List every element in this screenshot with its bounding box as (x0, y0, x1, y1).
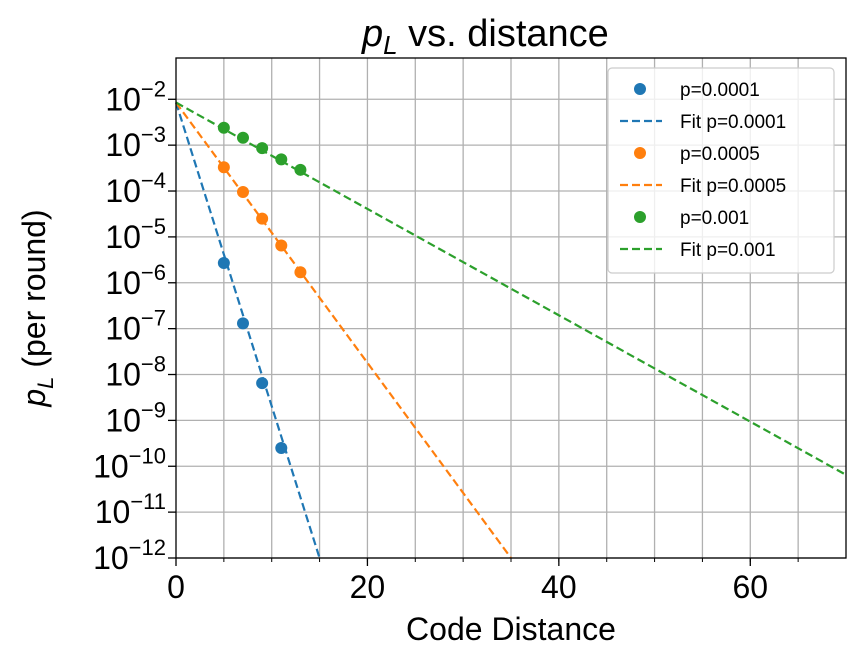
data-points (217, 121, 307, 455)
legend-label: Fit p=0.0001 (680, 112, 786, 133)
data-point-p=0.0001 (275, 442, 288, 455)
y-tick-label: 10−10 (93, 443, 166, 484)
title-p: p (361, 13, 383, 55)
y-tick-label: 10−4 (105, 168, 166, 209)
legend-box (607, 67, 835, 274)
data-point-p=0.001 (256, 142, 269, 155)
data-point-p=0.0005 (294, 266, 307, 279)
data-point-p=0.0001 (256, 377, 269, 390)
ylabel-subscript: L (33, 377, 58, 389)
legend-label: p=0.0001 (680, 80, 760, 101)
y-tick-label: 10−3 (105, 122, 166, 163)
legend-label: Fit p=0.0005 (680, 176, 786, 197)
data-point-p=0.001 (275, 153, 288, 166)
data-point-p=0.001 (237, 131, 249, 144)
data-point-p=0.0005 (237, 186, 249, 199)
x-axis-label: Code Distance (406, 611, 616, 647)
data-point-p=0.001 (217, 121, 230, 134)
ylabel-rest: (per round) (16, 209, 52, 376)
y-tick-label: 10−6 (105, 260, 166, 301)
data-point-p=0.001 (294, 163, 307, 176)
y-tick-label: 10−7 (105, 306, 166, 347)
x-tick-label: 0 (167, 569, 185, 605)
x-tick-label: 40 (541, 569, 577, 605)
y-tick-label: 10−9 (105, 397, 166, 438)
chart-title: pL vs. distance (361, 13, 609, 60)
fit-lines (174, 101, 847, 559)
x-ticks: 0 20 40 60 (167, 558, 799, 605)
fit-line-p=0.0005 (175, 101, 512, 559)
y-axis-label: pL (per round) (16, 209, 58, 407)
x-tick-label: 60 (732, 569, 768, 605)
title-rest: vs. distance (398, 13, 609, 55)
data-point-p=0.0005 (217, 161, 230, 174)
legend-marker (634, 83, 646, 95)
y-tick-label: 10−12 (93, 535, 166, 576)
ylabel-p: p (16, 389, 52, 408)
legend-marker (634, 147, 646, 159)
data-point-p=0.0005 (275, 239, 288, 252)
title-subscript: L (383, 30, 397, 60)
x-tick-label: 20 (350, 569, 386, 605)
legend-label: Fit p=0.001 (680, 240, 776, 261)
legend-label: p=0.0005 (680, 144, 760, 165)
fit-line-p=0.0001 (174, 102, 321, 559)
data-point-p=0.0005 (256, 212, 269, 225)
y-tick-label: 10−11 (95, 489, 166, 530)
data-point-p=0.0001 (217, 256, 230, 269)
y-ticks: 10−2 10−3 10−4 10−5 10−6 10−7 10−810−9 10−10 10−… (93, 76, 176, 576)
fit-line-p=0.001 (175, 101, 847, 476)
data-point-p=0.0001 (237, 317, 249, 330)
y-tick-label: 10−5 (105, 214, 166, 255)
legend-marker (634, 211, 646, 223)
legend-label: p=0.001 (680, 208, 749, 229)
legend: p=0.0001 Fit p=0.0001 p=0.0005 Fit p=0.0005… (607, 67, 835, 274)
y-tick-label: 10−8 (105, 352, 166, 393)
y-tick-label: 10−2 (105, 76, 166, 117)
